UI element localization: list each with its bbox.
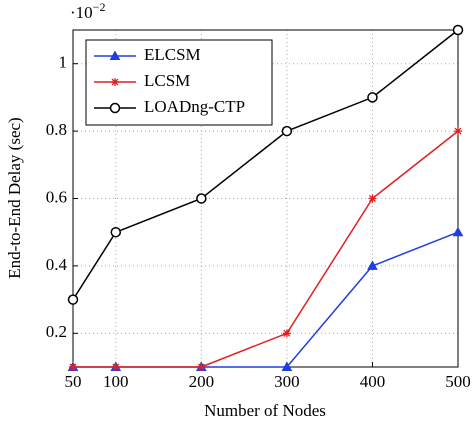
x-tick-label: 300	[274, 372, 300, 391]
x-tick-label: 500	[445, 372, 471, 391]
marker	[67, 294, 79, 305]
marker	[197, 363, 206, 371]
legend-marker	[111, 78, 119, 86]
legend-label: LCSM	[144, 71, 190, 90]
y-tick-label: 0.6	[46, 187, 67, 206]
y-axis-label: End-to-End Delay (sec)	[5, 117, 24, 278]
marker	[281, 125, 293, 137]
legend-label: ELCSM	[144, 45, 201, 64]
y-tick-label: 1	[59, 53, 68, 72]
y-tick-label: 0.2	[46, 322, 67, 341]
series-line	[73, 231, 459, 368]
series-line	[72, 29, 459, 301]
legend-marker	[109, 102, 121, 114]
x-tick-label: 400	[360, 372, 386, 391]
y-multiplier-exponent: −2	[93, 0, 106, 14]
series-line	[73, 130, 459, 368]
marker	[368, 194, 377, 203]
marker	[196, 193, 207, 204]
y-multiplier-base: ·10	[70, 3, 93, 22]
x-tick-label: 50	[65, 372, 82, 391]
marker	[367, 92, 378, 103]
marker	[111, 363, 120, 371]
marker	[454, 127, 462, 136]
legend-label: LOADng-CTP	[144, 97, 245, 116]
marker	[452, 24, 464, 36]
legend-marker	[109, 50, 121, 60]
y-tick-label: 0.4	[46, 255, 68, 274]
marker	[281, 361, 293, 371]
y-tick-label: 0.8	[46, 120, 67, 139]
marker	[367, 260, 378, 270]
marker	[452, 226, 464, 237]
y-multiplier: ·10−2	[70, 0, 105, 22]
x-tick-label: 200	[189, 372, 215, 391]
marker	[110, 226, 122, 238]
x-axis-label: Number of Nodes	[204, 401, 326, 420]
x-tick-label: 100	[103, 372, 129, 391]
marker	[282, 329, 291, 338]
marker	[69, 363, 77, 371]
